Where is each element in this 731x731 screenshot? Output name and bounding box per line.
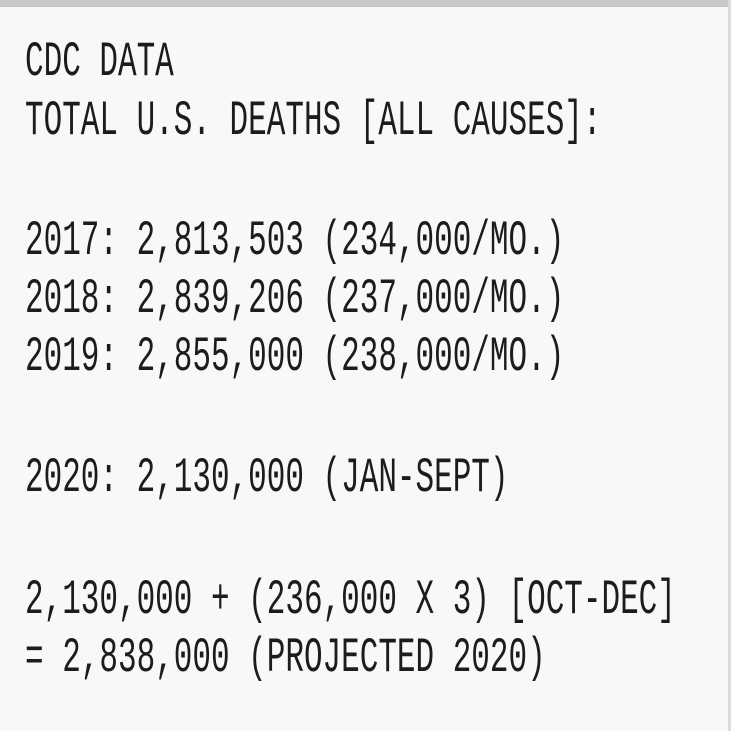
- text-line: = 2,838,000 (PROJECTED 2020): [25, 632, 546, 687]
- text-line: 2019: 2,855,000 (238,000/MO.): [25, 331, 564, 386]
- text-line-wrap: 2018: 2,839,206 (237,000/MO.): [25, 273, 564, 328]
- text-line-wrap: CDC DATA: [25, 36, 174, 91]
- text-line: 2017: 2,813,503 (234,000/MO.): [25, 215, 564, 270]
- right-border: [728, 0, 731, 731]
- text-line: 2,130,000 + (236,000 X 3) [OCT-DEC]: [25, 574, 676, 629]
- text-line: 2018: 2,839,206 (237,000/MO.): [25, 273, 564, 328]
- text-line: TOTAL U.S. DEATHS [ALL CAUSES]:: [25, 95, 601, 150]
- text-line-wrap: 2,130,000 + (236,000 X 3) [OCT-DEC]: [25, 574, 676, 629]
- text-line: 2020: 2,130,000 (JAN-SEPT): [25, 452, 509, 507]
- top-border: [0, 0, 731, 7]
- text-line-wrap: 2017: 2,813,503 (234,000/MO.): [25, 215, 564, 270]
- text-line-wrap: TOTAL U.S. DEATHS [ALL CAUSES]:: [25, 95, 601, 150]
- text-line-wrap: 2019: 2,855,000 (238,000/MO.): [25, 331, 564, 386]
- text-line-wrap: = 2,838,000 (PROJECTED 2020): [25, 632, 546, 687]
- text-line: CDC DATA: [25, 36, 174, 91]
- text-line-wrap: 2020: 2,130,000 (JAN-SEPT): [25, 452, 509, 507]
